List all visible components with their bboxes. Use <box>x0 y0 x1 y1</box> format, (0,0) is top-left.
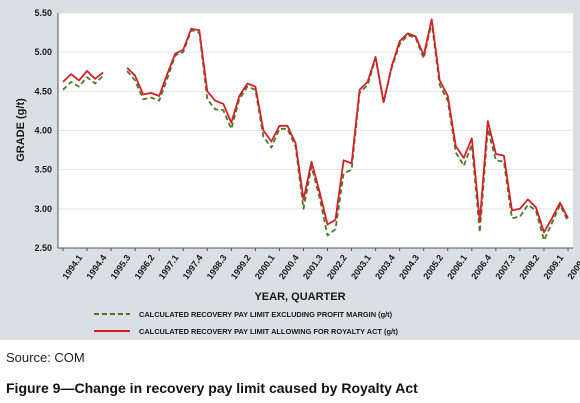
x-tick-label: 2003.1 <box>349 253 373 281</box>
x-tick-label: 2000.4 <box>277 253 301 281</box>
y-axis-title: GRADE (g/t) <box>15 98 27 162</box>
legend: CALCULATED RECOVERY PAY LIMIT EXCLUDING … <box>94 310 398 336</box>
y-tick-label: 4.00 <box>34 126 52 136</box>
x-tick-labels: 1994.1 1994.4 1995.3 1996.2 1997.1 1997.4 1998… <box>60 248 580 281</box>
x-tick-label: 1999.2 <box>229 253 253 281</box>
x-tick-label: 2002.2 <box>325 253 349 281</box>
x-tick-label: 2009.1 <box>541 253 565 281</box>
x-axis-title: YEAR, QUARTER <box>254 291 345 303</box>
series-line-royalty-act <box>62 18 569 234</box>
x-tick-label: 1998.3 <box>205 253 229 281</box>
x-tick-label: 2008.2 <box>517 253 541 281</box>
x-tick-label: 1994.1 <box>60 253 84 281</box>
x-tick-label: 1997.4 <box>181 253 205 281</box>
x-tick-label: 2009.4 <box>565 253 580 281</box>
y-tick-label: 3.00 <box>34 204 52 214</box>
y-tick-label: 4.50 <box>34 86 52 96</box>
series-line-excl-profit <box>62 21 569 242</box>
legend-label-excl: CALCULATED RECOVERY PAY LIMIT EXCLUDING … <box>139 310 393 319</box>
x-tick-label: 2006.1 <box>445 253 469 281</box>
legend-label-royalty: CALCULATED RECOVERY PAY LIMIT ALLOWING F… <box>139 327 398 336</box>
line-chart: 2.50 3.00 3.50 4.00 4.50 5.00 5.50 1994.1 1994.… <box>15 8 580 336</box>
x-tick-label: 2004.3 <box>397 253 421 281</box>
x-tick-label: 1997.1 <box>157 253 181 281</box>
x-tick-label: 1996.2 <box>133 253 157 281</box>
x-tick-label: 2003.4 <box>373 253 397 281</box>
y-tick-label: 5.50 <box>34 8 52 18</box>
x-tick-label: 1995.3 <box>109 253 133 281</box>
y-tick-label: 2.50 <box>34 243 52 253</box>
x-tick-label: 1994.4 <box>84 253 108 281</box>
x-tick-label: 2000.1 <box>253 253 277 281</box>
x-tick-label: 2007.3 <box>493 253 517 281</box>
x-tick-label: 2005.2 <box>421 253 445 281</box>
x-tick-label: 2006.4 <box>469 253 493 281</box>
series-layer <box>62 18 569 242</box>
x-tick-label: 2001.3 <box>301 253 325 281</box>
source-note: Source: COM <box>6 350 85 365</box>
y-tick-labels: 2.50 3.00 3.50 4.00 4.50 5.00 5.50 <box>34 8 52 253</box>
y-tick-label: 5.00 <box>34 47 52 57</box>
figure-caption: Figure 9—Change in recovery pay limit ca… <box>6 380 418 396</box>
y-tick-label: 3.50 <box>34 165 52 175</box>
